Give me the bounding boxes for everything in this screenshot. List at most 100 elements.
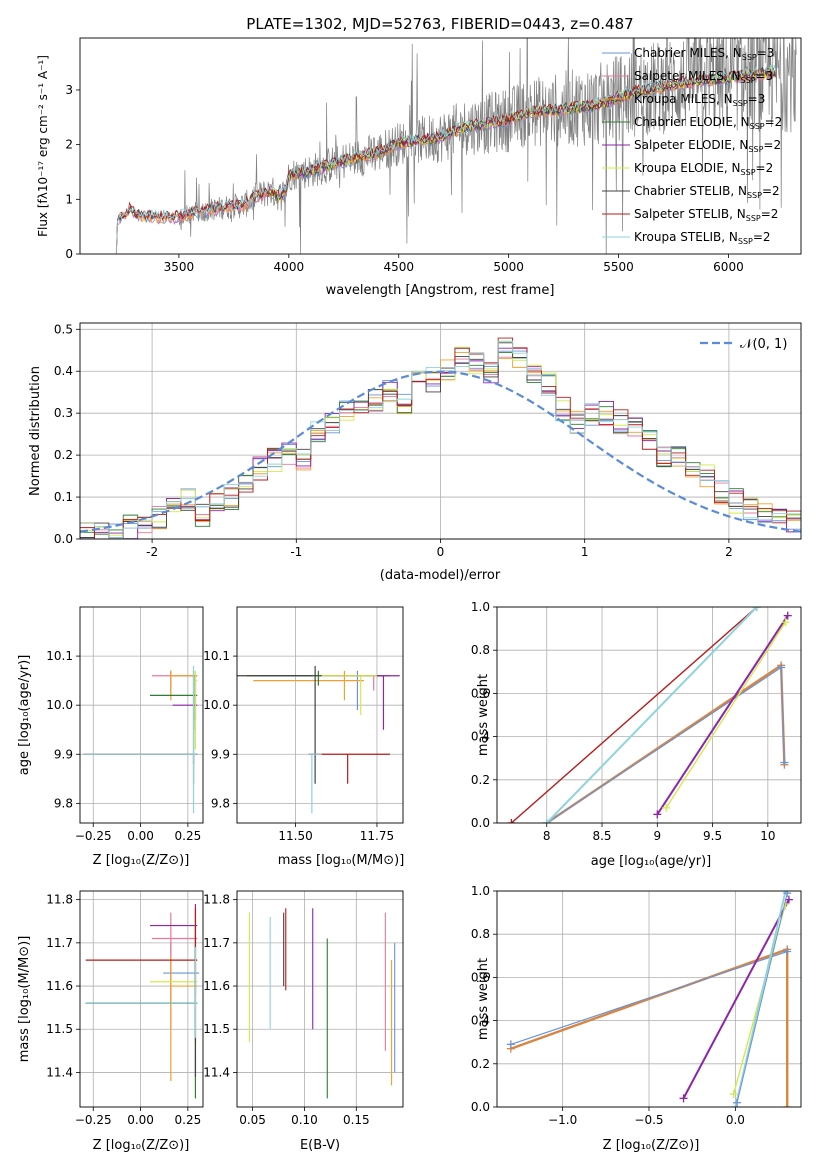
mass-z-ytick-label: 11.7: [46, 936, 73, 950]
residuals-plot-area: [80, 337, 801, 539]
legend-label-chabrier_miles: Chabrier MILES, NSSP=3: [634, 46, 774, 62]
age-mass-ytick-label: 10.1: [203, 649, 230, 663]
mass-z-xtick-label: −0.25: [75, 1113, 112, 1127]
mw-age-ytick-label: 0.6: [471, 686, 490, 700]
legend-label-salpeter_elodie: Salpeter ELODIE, NSSP=2: [634, 138, 781, 154]
age-mass-ytick-label: 10.0: [203, 698, 230, 712]
mass-ebv-xtick-label: 0.10: [291, 1113, 318, 1127]
residuals-xtick-label: -1: [290, 545, 302, 559]
spectrum-xtick-label: 4000: [274, 260, 305, 274]
legend-gaussian-label: 𝒩(0, 1): [740, 337, 787, 352]
residual-hist-kroupa_stelib: [80, 340, 801, 539]
mass-ebv-ytick-label: 11.4: [203, 1065, 230, 1079]
massweight-vs-age-panel: 8 8.5 9 9.5 10 0.0 0.2 0.4 0.6 0.8 1.0: [471, 600, 802, 843]
mw-age-ytick-label: 0.4: [471, 730, 490, 744]
mw-z-xtick-label: −0.5: [634, 1113, 663, 1127]
age-z-xlabel: Z [log₁₀(Z/Z⊙)]: [93, 853, 190, 868]
mass-z-ylabel: mass [log₁₀(M/M⊙)]: [17, 936, 32, 1063]
mass-z-ytick-label: 11.8: [46, 893, 73, 907]
spectrum-xtick-label: 3500: [164, 260, 195, 274]
mw-age-series-salpeter_elodie: [656, 615, 789, 815]
mw-age-xtick-label: 9.5: [703, 829, 722, 843]
mw-age-plot-area: [507, 607, 792, 823]
mw-age-ylabel: mass weight: [476, 674, 491, 756]
mass-ebv-frame: [236, 890, 404, 1108]
residuals-frame: [79, 322, 802, 540]
residuals-xtick-label: -2: [146, 545, 158, 559]
residuals-xlabel: (data-model)/error: [380, 568, 501, 583]
age-z-xtick-label: −0.25: [75, 829, 112, 843]
mass-ebv-ytick-label: 11.7: [203, 936, 230, 950]
mw-z-ytick-label: 0.0: [471, 1100, 490, 1114]
legend-label-kroupa_miles: Kroupa MILES, NSSP=3: [634, 92, 765, 108]
spectrum-ytick-label: 0: [65, 247, 73, 261]
mass-ebv-ytick-label: 11.5: [203, 1022, 230, 1036]
age-z-plot-area: [83, 665, 198, 814]
spectrum-ylabel: Flux [fλ10⁻¹⁷ erg cm⁻² s⁻¹ A⁻¹]: [36, 55, 50, 237]
mw-age-series-kroupa_elodie: [665, 621, 787, 809]
model-spectrum-kroupa_stelib: [115, 64, 777, 253]
mass-ebv-ytick-label: 11.6: [203, 979, 230, 993]
residuals-ytick-label: 0.1: [54, 490, 73, 504]
age-z-ytick-label: 9.9: [54, 747, 73, 761]
age-z-ytick-label: 10.1: [46, 649, 73, 663]
residuals-xtick-label: 2: [725, 545, 733, 559]
spectrum-ytick-label: 1: [65, 192, 73, 206]
mass-ebv-ytick-label: 11.8: [203, 893, 230, 907]
mw-age-ytick-label: 0.0: [471, 816, 490, 830]
mw-z-plot-area: [506, 891, 793, 1107]
legend-label-chabrier_stelib: Chabrier STELIB, NSSP=2: [634, 184, 780, 200]
spectrum-frame: [79, 37, 802, 255]
spectrum-ytick-label: 3: [65, 83, 73, 97]
mass-z-plot-area: [85, 903, 200, 1099]
legend-label-kroupa_elodie: Kroupa ELODIE, NSSP=2: [634, 161, 773, 177]
mw-age-ytick-label: 1.0: [471, 600, 490, 614]
mw-age-xtick-label: 8.5: [592, 829, 611, 843]
mass-z-ytick-label: 11.5: [46, 1022, 73, 1036]
spectrum-panel: 3500 4000 4500 5000 5500 6000 0 1 2 3: [65, 37, 802, 274]
mw-z-frame: [496, 890, 802, 1108]
massweight-vs-z-panel: −1.0 −0.5 0.0 0.0 0.2 0.4 0.6 0.8 1.0: [471, 884, 802, 1127]
mw-age-frame: [496, 606, 802, 824]
mw-z-ytick-label: 0.6: [471, 970, 490, 984]
mass-z-xtick-label: 0.25: [175, 1113, 202, 1127]
mw-age-series-salpeter_stelib: [510, 607, 758, 823]
age-z-frame: [79, 606, 204, 824]
mw-age-xtick-label: 8: [543, 829, 551, 843]
mass-vs-ebv-panel: 0.05 0.10 0.15 11.4 11.5 11.6 11.7 11.8: [203, 890, 404, 1127]
age-mass-ytick-label: 9.8: [211, 796, 230, 810]
residuals-ytick-label: 0.5: [54, 322, 73, 336]
mw-z-series-salpeter_elodie: [682, 899, 790, 1099]
age-vs-z-panel: −0.25 0.00 0.25 9.8 9.9 10.0 10.1: [46, 606, 204, 843]
mw-z-xtick-label: −1.0: [548, 1113, 577, 1127]
residuals-xtick-label: 1: [581, 545, 589, 559]
residuals-ytick-label: 0.2: [54, 448, 73, 462]
mass-z-xlabel: Z [log₁₀(Z/Z⊙)]: [93, 1138, 190, 1153]
mw-z-series-chabrier_miles: [510, 950, 788, 1045]
spectrum-legend: Chabrier MILES, NSSP=3 Salpeter MILES, NS…: [602, 46, 782, 246]
age-z-ylabel: age [log₁₀(age/yr)]: [17, 655, 32, 776]
mass-ebv-plot-area: [248, 908, 396, 1099]
mw-z-ytick-label: 0.2: [471, 1057, 490, 1071]
age-mass-xlabel: mass [log₁₀(M/M⊙)]: [278, 853, 405, 868]
mw-z-ytick-label: 1.0: [471, 884, 490, 898]
age-mass-xtick-label: 11.50: [278, 829, 312, 843]
mw-z-series-kroupa_stelib: [734, 891, 787, 1107]
spectrum-plot-area: [115, 38, 797, 254]
residuals-legend: 𝒩(0, 1): [700, 337, 787, 352]
spectrum-xlabel: wavelength [Angstrom, rest frame]: [326, 283, 555, 298]
legend-label-salpeter_miles: Salpeter MILES, NSSP=3: [634, 69, 773, 85]
mw-z-xlabel: Z [log₁₀(Z/Z⊙)]: [603, 1138, 700, 1153]
legend-label-kroupa_stelib: Kroupa STELIB, NSSP=2: [634, 230, 771, 246]
mw-age-ytick-label: 0.2: [471, 773, 490, 787]
mw-age-series-kroupa_stelib: [545, 607, 758, 823]
mass-vs-z-panel: −0.25 0.00 0.25 11.4 11.5 11.6 11.7 11.8: [46, 890, 204, 1127]
mw-z-ytick-label: 0.4: [471, 1014, 490, 1028]
spectrum-xtick-label: 4500: [383, 260, 414, 274]
figure-title: PLATE=1302, MJD=52763, FIBERID=0443, z=0…: [246, 15, 633, 33]
mw-age-ytick-label: 0.8: [471, 643, 490, 657]
age-mass-ytick-label: 9.9: [211, 747, 230, 761]
spectrum-ytick-label: 2: [65, 138, 73, 152]
residuals-ytick-label: 0.3: [54, 406, 73, 420]
